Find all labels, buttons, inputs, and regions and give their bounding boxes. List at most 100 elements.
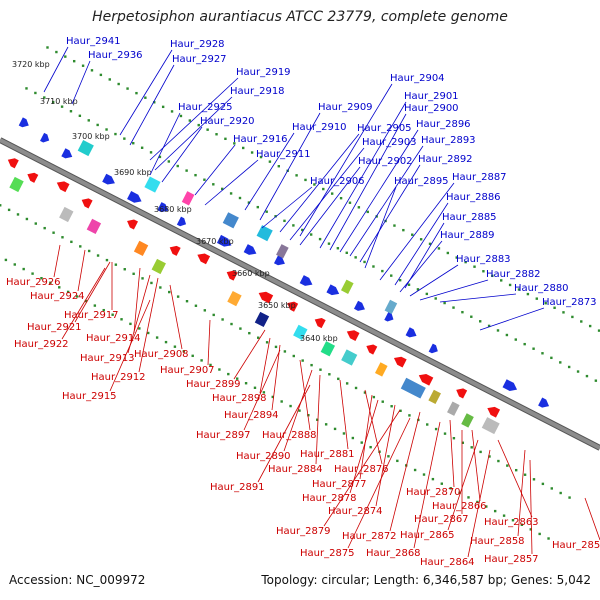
- reverse-label-leader: [109, 299, 151, 392]
- forward-label-leader: [404, 222, 445, 289]
- forward-gene-label: Haur_2887: [452, 172, 507, 183]
- tick-dot: [274, 345, 278, 349]
- reverse-gene-box: [481, 417, 500, 435]
- tick-dot: [271, 395, 274, 399]
- tick-dot: [221, 187, 224, 191]
- reverse-label-leader: [127, 274, 151, 354]
- forward-gene-label: Haur_2925: [178, 102, 233, 113]
- tick-dot: [167, 160, 171, 163]
- tick-dot: [64, 55, 67, 58]
- tick-dot: [351, 436, 355, 440]
- tick-dot: [517, 288, 521, 291]
- tick-dot: [426, 423, 429, 426]
- forward-gene-arrow: [243, 244, 257, 255]
- reverse-gene-label: Haur_2897: [196, 430, 251, 441]
- kbp-label: 3680 kbp: [154, 205, 192, 214]
- reverse-label-leader: [283, 369, 313, 452]
- forward-gene-box: [256, 225, 273, 242]
- reverse-gene-label: Haur_2907: [160, 365, 215, 376]
- tick-dot: [372, 395, 376, 399]
- kbp-label: 3670 kbp: [196, 237, 234, 246]
- tick-dot: [274, 215, 277, 218]
- tick-dot: [541, 352, 544, 355]
- forward-gene-arrow: [18, 117, 29, 128]
- tick-dot: [505, 333, 509, 337]
- tick-dot: [487, 324, 491, 328]
- tick-dot: [69, 110, 73, 113]
- forward-gene-label: Haur_2916: [233, 134, 288, 145]
- reverse-label-leader: [323, 409, 401, 527]
- tick-dot: [176, 164, 179, 168]
- reverse-gene-label: Haur_2868: [366, 548, 421, 559]
- tick-dot: [407, 283, 411, 286]
- forward-gene-label: Haur_2883: [456, 254, 511, 265]
- tick-dot: [529, 528, 532, 531]
- tick-dot: [496, 329, 500, 332]
- tick-dot: [31, 272, 34, 275]
- tick-dot: [553, 306, 556, 309]
- tick-dot: [150, 281, 153, 285]
- tick-dot: [316, 418, 319, 421]
- tick-dot: [523, 473, 527, 476]
- map-title: Herpetosiphon aurantiacus ATCC 23779, co…: [92, 9, 508, 25]
- tick-dot: [46, 46, 49, 49]
- tick-dot: [309, 233, 313, 236]
- tick-dot: [265, 210, 268, 213]
- tick-dot: [363, 260, 366, 264]
- forward-gene-label: Haur_2892: [418, 154, 473, 165]
- reverse-gene-box: [400, 377, 426, 399]
- reverse-gene-label: Haur_2875: [300, 548, 355, 559]
- tick-dot: [209, 363, 212, 367]
- reverse-gene-arrow: [258, 291, 274, 304]
- forward-gene-label: Haur_2936: [88, 50, 143, 61]
- reverse-gene-box: [320, 341, 336, 357]
- tick-dot: [345, 382, 349, 385]
- tick-dot: [461, 310, 464, 314]
- reverse-gene-arrow: [197, 253, 211, 265]
- reverse-gene-label: Haur_2877: [312, 479, 367, 490]
- reverse-gene-label: Haur_2922: [14, 339, 69, 350]
- tick-dot: [301, 359, 304, 362]
- tick-dot: [398, 279, 402, 282]
- tick-dot: [194, 173, 197, 177]
- tick-dot: [508, 283, 512, 287]
- forward-label-leader: [119, 49, 173, 136]
- tick-dot: [597, 329, 600, 332]
- tick-dot: [233, 142, 236, 145]
- forward-gene-label: Haur_2880: [514, 283, 569, 294]
- tick-dot: [470, 315, 473, 318]
- reverse-gene-box: [293, 324, 308, 340]
- reverse-label-leader: [259, 337, 271, 394]
- reverse-gene-label: Haur_2872: [342, 531, 397, 542]
- forward-label-leader: [161, 126, 203, 183]
- reverse-gene-label: Haur_2858: [470, 536, 525, 547]
- tick-dot: [141, 277, 144, 280]
- reverse-label-leader: [349, 399, 379, 494]
- backbone: [0, 138, 600, 450]
- tick-dot: [16, 213, 20, 216]
- tick-dot: [197, 123, 200, 127]
- kbp-label: 3710 kbp: [40, 97, 78, 106]
- tick-dot: [336, 247, 340, 250]
- tick-dot: [60, 105, 64, 108]
- reverse-gene-arrow: [127, 219, 139, 230]
- tick-dot: [547, 537, 550, 540]
- tick-dot: [402, 228, 405, 232]
- forward-label-leader: [394, 202, 449, 286]
- tick-dot: [159, 286, 162, 289]
- tick-dot: [81, 64, 85, 67]
- tick-dot: [327, 242, 331, 245]
- forward-label-leader: [299, 83, 393, 237]
- tick-dot: [434, 427, 438, 431]
- reverse-gene-arrow: [346, 330, 360, 342]
- reverse-gene-label: Haur_2870: [406, 487, 461, 498]
- kbp-label: 3640 kbp: [300, 334, 338, 343]
- forward-gene-arrow: [326, 284, 340, 296]
- forward-gene-label: Haur_2901: [404, 91, 459, 102]
- forward-gene-label: Haur_2909: [318, 102, 373, 113]
- tick-dot: [117, 82, 120, 86]
- tick-dot: [265, 341, 269, 344]
- tick-dot: [277, 165, 280, 168]
- tick-dot: [262, 391, 266, 394]
